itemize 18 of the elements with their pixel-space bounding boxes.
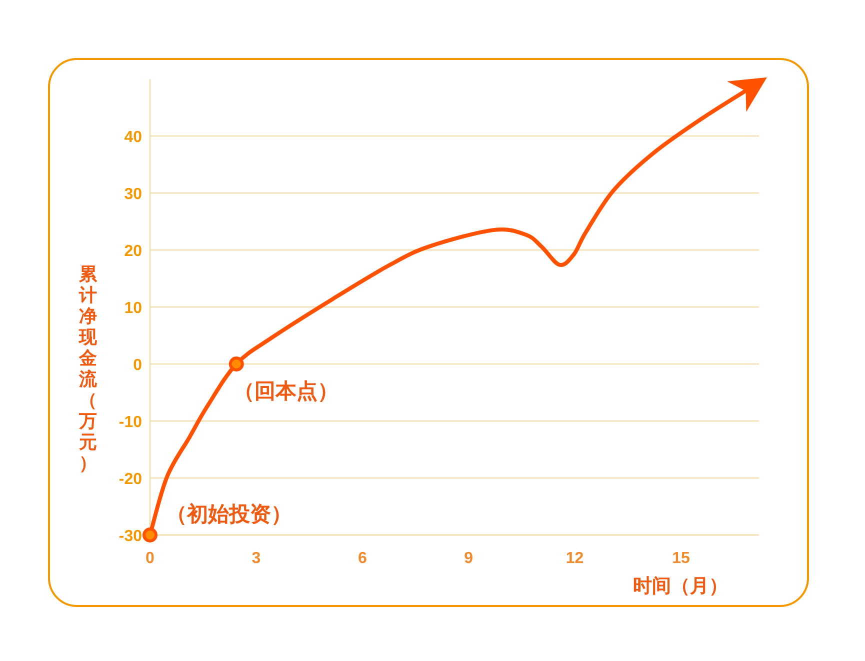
y-tick-label: 20 bbox=[124, 243, 142, 260]
y-tick-label: 0 bbox=[133, 357, 142, 374]
y-tick-label: 30 bbox=[124, 186, 142, 203]
x-tick-label: 0 bbox=[146, 550, 155, 567]
x-axis-title: 时间（月） bbox=[633, 575, 728, 597]
y-tick-label: -10 bbox=[118, 414, 142, 431]
y-tick-label: -20 bbox=[118, 471, 142, 488]
text: 累计净现金流（万元） bbox=[79, 264, 97, 473]
x-tick-label: 15 bbox=[672, 550, 690, 567]
y-tick-label: 40 bbox=[124, 129, 142, 146]
x-tick-label: 6 bbox=[358, 550, 367, 567]
x-tick-label: 12 bbox=[566, 550, 584, 567]
x-tick-label: 3 bbox=[252, 550, 261, 567]
annotation: （初始投资） bbox=[166, 502, 292, 526]
y-tick-label: -30 bbox=[118, 528, 142, 545]
x-tick-label: 9 bbox=[464, 550, 474, 567]
annotation: （回本点） bbox=[233, 380, 338, 403]
y-tick-label: 10 bbox=[124, 300, 142, 317]
